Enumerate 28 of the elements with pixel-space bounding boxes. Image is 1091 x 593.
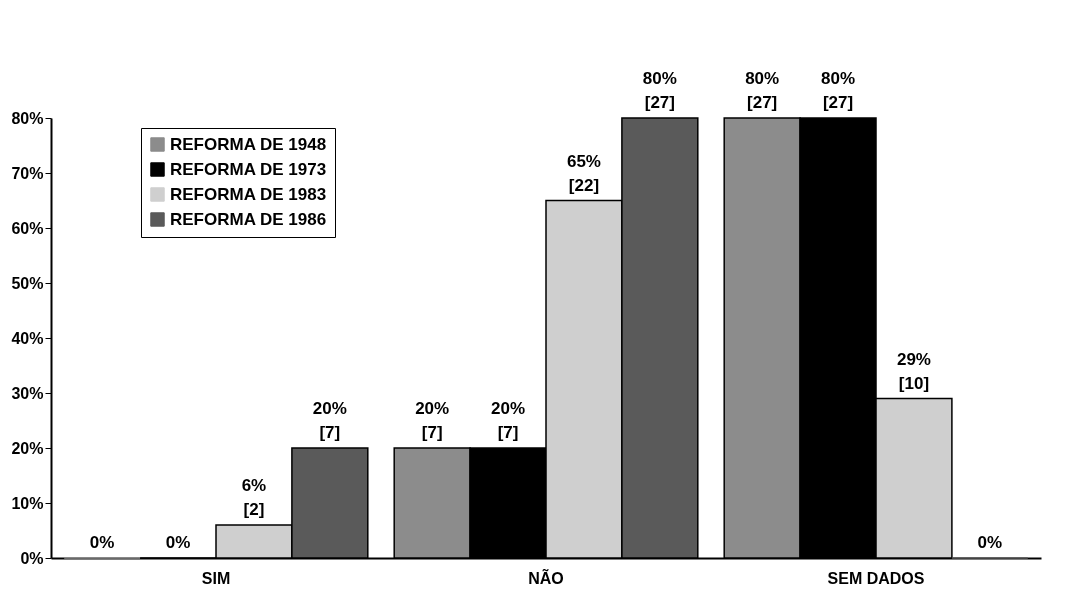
y-tick-label: 40% xyxy=(11,329,44,347)
text: 29% [10] xyxy=(896,349,931,393)
legend-label: REFORMA DE 1948 xyxy=(170,134,327,154)
text: 20% [7] xyxy=(312,399,347,442)
y-tick-label: 10% xyxy=(11,494,44,512)
y-tick-label: 70% xyxy=(11,164,44,182)
y-tick-label: 60% xyxy=(11,219,44,237)
text: 80% [27] xyxy=(642,69,677,112)
x-tick-label: SIM xyxy=(201,569,231,587)
legend-label: REFORMA DE 1986 xyxy=(170,209,327,229)
legend-label: REFORMA DE 1983 xyxy=(170,184,327,204)
text: 80% [27] xyxy=(821,69,856,112)
text: 20% [7] xyxy=(415,399,450,442)
text: 20% [7] xyxy=(491,399,526,442)
data-label: 0% xyxy=(977,533,1003,552)
text: 80% [27] xyxy=(745,69,780,112)
y-tick-label: 20% xyxy=(11,439,44,457)
x-tick-label: NÃO xyxy=(528,567,564,587)
text: 6% [2] xyxy=(241,476,267,519)
y-tick-label: 50% xyxy=(11,274,44,292)
y-tick-label: 30% xyxy=(11,384,44,402)
y-tick-label: 0% xyxy=(20,549,44,567)
x-tick-label: SEM DADOS xyxy=(827,569,925,587)
data-label: 0% xyxy=(89,533,115,552)
y-tick-label: 80% xyxy=(11,109,44,127)
text: 65% [22] xyxy=(566,151,601,195)
legend-label: REFORMA DE 1973 xyxy=(170,159,327,179)
data-label: 0% xyxy=(165,533,191,552)
